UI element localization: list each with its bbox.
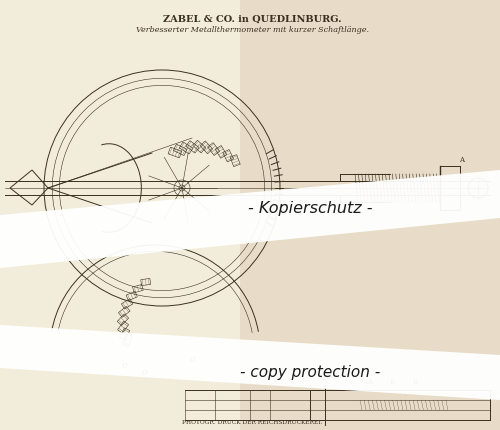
Text: ZABEL & CO. in QUEDLINBURG.: ZABEL & CO. in QUEDLINBURG. <box>163 15 341 24</box>
Text: - copy protection -: - copy protection - <box>240 366 380 381</box>
Polygon shape <box>0 325 500 400</box>
Text: PHOTOGR. DRUCK DER REICHSDRUCKEREI.: PHOTOGR. DRUCK DER REICHSDRUCKEREI. <box>182 420 322 424</box>
Text: B: B <box>390 378 394 386</box>
Text: o: o <box>122 361 128 370</box>
Text: Verbesserter Metallthermometer mit kurzer Schaftlänge.: Verbesserter Metallthermometer mit kurze… <box>136 26 368 34</box>
Text: A: A <box>460 156 464 164</box>
Text: - Kopierschutz -: - Kopierschutz - <box>248 200 372 215</box>
Text: A: A <box>368 378 372 386</box>
Bar <box>240 0 500 430</box>
Text: B: B <box>412 378 418 386</box>
Text: a: a <box>190 355 196 364</box>
Text: o: o <box>142 368 148 377</box>
Polygon shape <box>0 170 500 268</box>
